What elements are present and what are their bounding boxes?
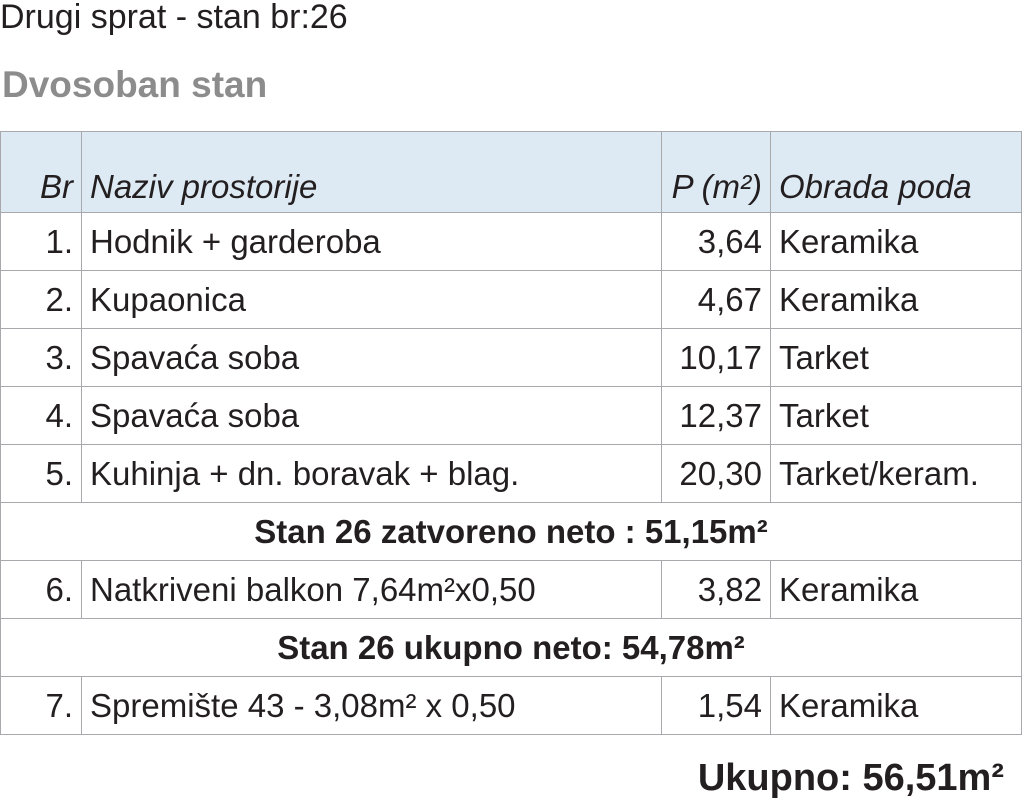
table-cell: Tarket (770, 386, 1022, 445)
table-cell: Kuhinja + dn. boravak + blag. (81, 444, 662, 503)
table-cell: 2. (0, 270, 82, 329)
table-cell: 4,67 (661, 270, 771, 329)
table-cell: 1. (0, 212, 82, 271)
table-cell: 20,30 (661, 444, 771, 503)
table-row: 7. Spremište 43 - 3,08m² x 0,50 1,54 Kerami… (0, 676, 1022, 735)
table-cell: 12,37 (661, 386, 771, 445)
table-cell: 6. (0, 560, 82, 619)
table-cell: Spremište 43 - 3,08m² x 0,50 (81, 676, 662, 735)
room-table: Br Naziv prostorije P (m²) Obrada poda 1. Ho… (0, 131, 1022, 735)
table-cell: 3,64 (661, 212, 771, 271)
table-cell: 5. (0, 444, 82, 503)
table-row: 3. Spavaća soba 10,17 Tarket (0, 328, 1022, 387)
table-cell: Keramika (770, 560, 1022, 619)
table-row: 5. Kuhinja + dn. boravak + blag. 20,30 Tark… (0, 444, 1022, 503)
table-cell: Keramika (770, 270, 1022, 329)
table-row: 6. Natkriveni balkon 7,64m²x0,50 3,82 Keram… (0, 560, 1022, 619)
table-cell: Keramika (770, 212, 1022, 271)
summary-row: Stan 26 ukupno neto: 54,78m² (0, 618, 1022, 677)
summary-cell: Stan 26 ukupno neto: 54,78m² (0, 618, 1022, 677)
table-cell: Kupaonica (81, 270, 662, 329)
summary-row: Stan 26 zatvoreno neto : 51,15m² (0, 502, 1022, 561)
table-cell: Tarket (770, 328, 1022, 387)
table-cell: Natkriveni balkon 7,64m²x0,50 (81, 560, 662, 619)
header-row: Br Naziv prostorije P (m²) Obrada poda (0, 131, 1022, 213)
table-cell: Hodnik + garderoba (81, 212, 662, 271)
table-cell: 10,17 (661, 328, 771, 387)
table-cell: 3,82 (661, 560, 771, 619)
table-cell: 7. (0, 676, 82, 735)
table-cell: 3. (0, 328, 82, 387)
table-cell: Spavaća soba (81, 386, 662, 445)
table-cell: Spavaća soba (81, 328, 662, 387)
total: Ukupno: 56,51m² (697, 757, 1004, 799)
table-row: 1. Hodnik + garderoba 3,64 Keramika (0, 212, 1022, 271)
table-cell: 4. (0, 386, 82, 445)
table-row: 4. Spavaća soba 12,37 Tarket (0, 386, 1022, 445)
column-header: Obrada poda (770, 131, 1022, 213)
column-header: Br (0, 131, 82, 213)
column-header: P (m²) (661, 131, 771, 213)
table-cell: Keramika (770, 676, 1022, 735)
table-cell: 1,54 (661, 676, 771, 735)
table-head: Br Naziv prostorije P (m²) Obrada poda (0, 131, 1022, 213)
title: Drugi sprat - stan br:26 (0, 0, 348, 36)
table-row: 2. Kupaonica 4,67 Keramika (0, 270, 1022, 329)
table-cell: Tarket/keram. (770, 444, 1022, 503)
subtitle: Dvosoban stan (2, 64, 268, 105)
column-header: Naziv prostorije (81, 131, 662, 213)
summary-cell: Stan 26 zatvoreno neto : 51,15m² (0, 502, 1022, 561)
table-body: 1. Hodnik + garderoba 3,64 Keramika 2. Kupaon… (0, 212, 1022, 735)
